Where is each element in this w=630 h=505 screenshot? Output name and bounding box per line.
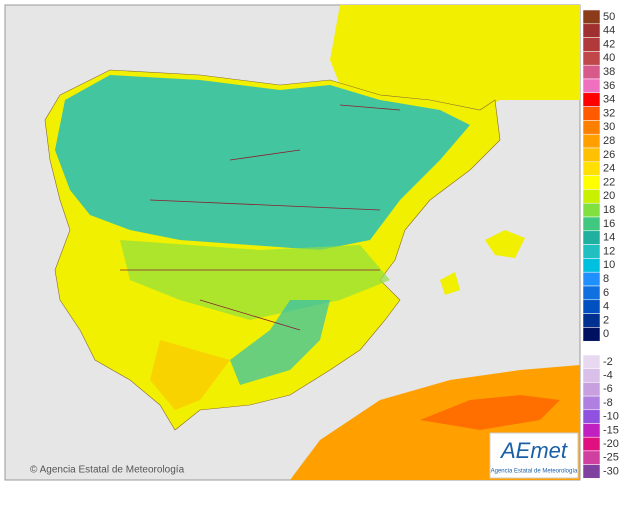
legend-swatch — [582, 450, 601, 465]
legend-label: 38 — [603, 66, 615, 78]
legend-swatch — [582, 409, 601, 424]
legend-label: 36 — [603, 80, 615, 92]
warm-south — [150, 340, 230, 410]
legend-swatch — [582, 9, 601, 25]
legend-label: 24 — [603, 163, 615, 175]
legend-swatch — [582, 271, 601, 287]
borders — [120, 104, 401, 331]
africa-hot — [420, 395, 560, 430]
legend-swatch — [582, 51, 601, 66]
legend-swatch — [582, 216, 601, 232]
legend-label: 16 — [603, 218, 615, 230]
legend-swatch — [582, 285, 601, 301]
france — [330, 5, 580, 110]
legend-swatch — [582, 382, 601, 397]
legend-swatch — [582, 244, 601, 259]
logo-caption: Agencia Estatal de Meteorología — [491, 469, 578, 475]
legend-swatch — [582, 327, 601, 342]
legend-swatch — [582, 64, 601, 80]
legend-label: 50 — [603, 11, 615, 23]
legend-swatch — [582, 464, 601, 479]
legend-label: -4 — [603, 369, 613, 381]
legend-label: -30 — [603, 465, 619, 477]
legend-label: 44 — [603, 25, 615, 37]
legend-label: -15 — [603, 424, 619, 436]
cool-south — [230, 300, 330, 385]
ibiza — [440, 272, 460, 295]
legend-label: 34 — [603, 94, 615, 106]
legend-label: 40 — [603, 52, 615, 64]
legend-label: 26 — [603, 149, 615, 161]
legend-label: 4 — [603, 301, 609, 313]
legend-swatch — [582, 37, 601, 52]
legend-swatch — [582, 230, 601, 245]
legend-swatch — [582, 202, 601, 218]
legend-label: 10 — [603, 259, 615, 271]
legend-swatch — [582, 92, 601, 107]
legend-swatch — [582, 23, 601, 38]
legend-swatch — [582, 395, 601, 411]
legend-label: 22 — [603, 176, 615, 188]
legend-label: 12 — [603, 245, 615, 257]
legend-swatch — [582, 120, 601, 135]
legend-label: 8 — [603, 273, 609, 285]
legend-swatch — [582, 423, 601, 438]
cool-north — [55, 75, 470, 250]
legend-label: 20 — [603, 190, 615, 202]
logo-box — [489, 432, 579, 479]
legend-swatch — [582, 436, 601, 452]
legend-swatch — [582, 133, 601, 149]
legend-label: -8 — [603, 397, 613, 409]
legend-swatch — [582, 161, 601, 176]
logo-mark: AEmet — [499, 438, 568, 463]
legend: 5044424038363432302826242220181614121086… — [582, 9, 619, 479]
legend-label: 2 — [603, 314, 609, 326]
legend-label: 14 — [603, 232, 615, 244]
legend-swatch — [582, 368, 601, 383]
legend-swatch — [582, 147, 601, 163]
legend-label: -2 — [603, 356, 613, 368]
legend-label: 30 — [603, 121, 615, 133]
legend-swatch — [582, 175, 601, 190]
legend-swatch — [582, 106, 601, 121]
legend-label: -20 — [603, 438, 619, 450]
legend-label: -25 — [603, 452, 619, 464]
legend-label: 6 — [603, 287, 609, 299]
legend-swatch — [582, 189, 601, 204]
balearic — [485, 230, 525, 258]
legend-swatch — [582, 313, 601, 328]
legend-label: 28 — [603, 135, 615, 147]
legend-label: 18 — [603, 204, 615, 216]
legend-swatch — [582, 258, 601, 273]
legend-swatch — [582, 299, 601, 314]
legend-label: -10 — [603, 411, 619, 423]
legend-swatch — [582, 78, 601, 94]
legend-label: 32 — [603, 107, 615, 119]
legend-label: -6 — [603, 383, 613, 395]
legend-swatch — [582, 354, 601, 369]
legend-label: 0 — [603, 328, 609, 340]
legend-label: 42 — [603, 38, 615, 50]
copyright: © Agencia Estatal de Meteorología — [30, 465, 185, 476]
